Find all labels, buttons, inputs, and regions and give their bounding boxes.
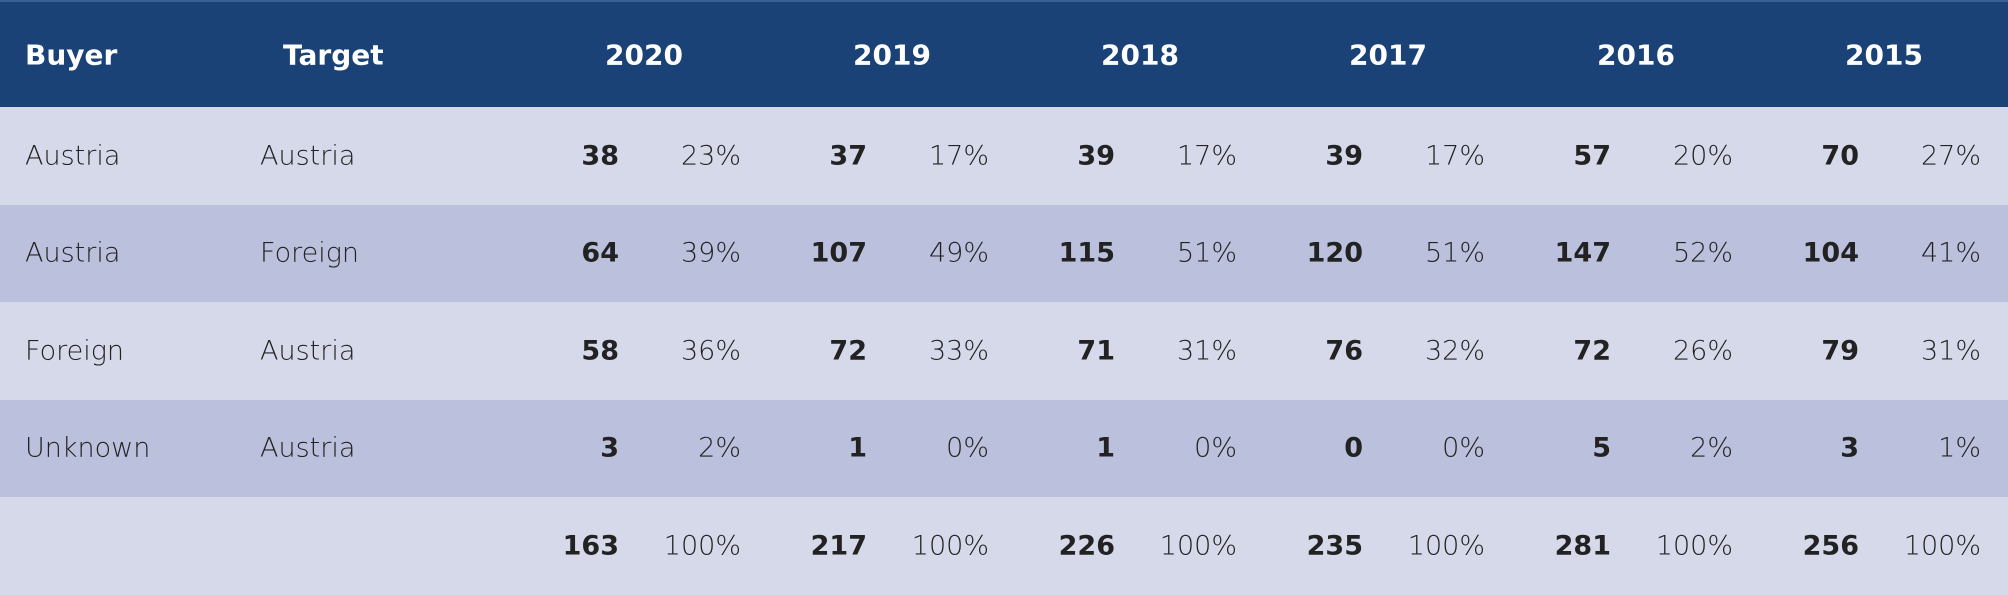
count-cell: 147 [1554, 237, 1611, 269]
count-cell: 1 [1096, 432, 1115, 464]
count-cell: 70 [1821, 140, 1859, 172]
percent-cell: 100% [911, 530, 989, 562]
percent-cell: 100% [1159, 530, 1237, 562]
percent-cell: 20% [1672, 140, 1733, 172]
count-cell: 104 [1802, 237, 1859, 269]
count-cell: 0 [1344, 432, 1363, 464]
total-row: 163 100% 217 100% 226 100% 235 100% 281 100% 256 10… [0, 497, 2008, 595]
header-year: 2015 [1845, 38, 1923, 71]
header-year: 2018 [1101, 38, 1179, 71]
buyer-cell: Unknown [25, 432, 151, 464]
buyer-cell: Austria [25, 237, 121, 269]
count-cell: 37 [829, 140, 867, 172]
percent-cell: 1% [1938, 432, 1981, 464]
percent-cell: 0% [946, 432, 989, 464]
count-cell: 38 [581, 140, 619, 172]
percent-cell: 17% [1176, 140, 1237, 172]
table-row: Unknown Austria 3 2% 1 0% 1 0% 0 0% 5 2% 3 1% [0, 399, 2008, 497]
percent-cell: 0% [1442, 432, 1485, 464]
count-cell: 3 [600, 432, 619, 464]
count-cell: 64 [581, 237, 619, 269]
percent-cell: 51% [1424, 237, 1485, 269]
percent-cell: 17% [928, 140, 989, 172]
header-buyer: Buyer [25, 38, 118, 71]
count-cell: 163 [562, 530, 619, 562]
header-year: 2019 [853, 38, 931, 71]
count-cell: 107 [810, 237, 867, 269]
table-row: Austria Austria 38 23% 37 17% 39 17% 39 17% 57 20% 7… [0, 107, 2008, 205]
percent-cell: 36% [680, 335, 741, 367]
count-cell: 281 [1554, 530, 1611, 562]
percent-cell: 33% [928, 335, 989, 367]
count-cell: 120 [1306, 237, 1363, 269]
count-cell: 72 [829, 335, 867, 367]
percent-cell: 31% [1920, 335, 1981, 367]
count-cell: 79 [1821, 335, 1859, 367]
count-cell: 256 [1802, 530, 1859, 562]
table-header: Buyer Target 2020 2019 2018 2017 2016 2015 [0, 0, 2008, 107]
count-cell: 72 [1573, 335, 1611, 367]
count-cell: 235 [1306, 530, 1363, 562]
target-cell: Austria [260, 335, 356, 367]
percent-cell: 51% [1176, 237, 1237, 269]
buyer-cell: Austria [25, 140, 121, 172]
header-year: 2016 [1597, 38, 1675, 71]
percent-cell: 31% [1176, 335, 1237, 367]
count-cell: 71 [1077, 335, 1115, 367]
count-cell: 39 [1077, 140, 1115, 172]
percent-cell: 2% [1690, 432, 1733, 464]
percent-cell: 52% [1672, 237, 1733, 269]
percent-cell: 100% [663, 530, 741, 562]
percent-cell: 49% [928, 237, 989, 269]
table-row: Austria Foreign 64 39% 107 49% 115 51% 120 51% 147… [0, 204, 2008, 302]
percent-cell: 32% [1424, 335, 1485, 367]
header-target: Target [283, 38, 384, 71]
buyer-cell: Foreign [25, 335, 125, 367]
percent-cell: 100% [1903, 530, 1981, 562]
target-cell: Foreign [260, 237, 360, 269]
count-cell: 5 [1592, 432, 1611, 464]
count-cell: 39 [1325, 140, 1363, 172]
percent-cell: 100% [1655, 530, 1733, 562]
percent-cell: 2% [698, 432, 741, 464]
percent-cell: 23% [680, 140, 741, 172]
count-cell: 57 [1573, 140, 1611, 172]
target-cell: Austria [260, 432, 356, 464]
header-year: 2017 [1349, 38, 1427, 71]
percent-cell: 0% [1194, 432, 1237, 464]
count-cell: 217 [810, 530, 867, 562]
header-year: 2020 [605, 38, 683, 71]
count-cell: 1 [848, 432, 867, 464]
percent-cell: 27% [1920, 140, 1981, 172]
count-cell: 226 [1058, 530, 1115, 562]
count-cell: 76 [1325, 335, 1363, 367]
percent-cell: 26% [1672, 335, 1733, 367]
percent-cell: 100% [1407, 530, 1485, 562]
table-row: Foreign Austria 58 36% 72 33% 71 31% 76 32% 72 26% 7… [0, 302, 2008, 400]
target-cell: Austria [260, 140, 356, 172]
count-cell: 58 [581, 335, 619, 367]
percent-cell: 17% [1424, 140, 1485, 172]
count-cell: 3 [1840, 432, 1859, 464]
percent-cell: 39% [680, 237, 741, 269]
count-cell: 115 [1058, 237, 1115, 269]
percent-cell: 41% [1920, 237, 1981, 269]
